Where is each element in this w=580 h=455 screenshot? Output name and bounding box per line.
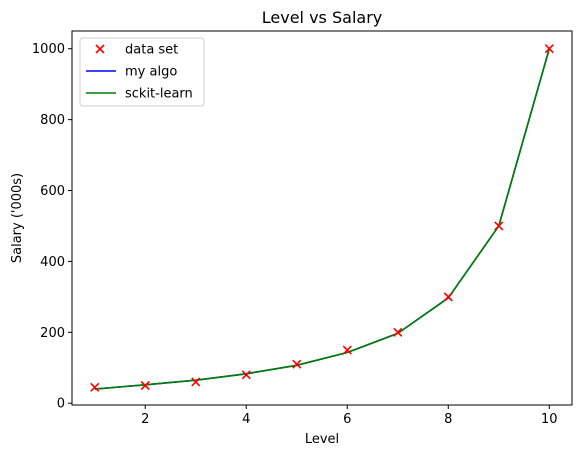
y-axis-label: Salary ('000s) — [10, 173, 25, 263]
x-tick-label: 4 — [242, 412, 250, 427]
data-point — [443, 292, 453, 302]
x-tick-label: 2 — [141, 412, 149, 427]
data-point — [140, 380, 150, 391]
x-tick-label: 10 — [541, 412, 558, 427]
y-tick-label: 0 — [57, 397, 65, 412]
y-tick-label: 600 — [40, 184, 65, 199]
y-tick-label: 1000 — [32, 42, 65, 57]
chart-title: Level vs Salary — [262, 8, 382, 27]
plot-area — [90, 44, 554, 392]
legend-box — [79, 37, 205, 107]
series-line-sckit-learn — [94, 48, 551, 390]
legend: data set my algo sckit-learn — [79, 37, 205, 107]
legend-label-my-algo: my algo — [125, 65, 177, 80]
x-axis-ticks: 2 4 6 8 10 — [141, 405, 558, 427]
legend-label-sckit-learn: sckit-learn — [125, 87, 193, 102]
legend-marker-data-set — [95, 44, 105, 54]
legend-label-data-set: data set — [125, 43, 178, 58]
data-point — [393, 327, 403, 337]
data-point — [342, 345, 352, 355]
data-point — [544, 44, 554, 54]
y-tick-label: 200 — [40, 326, 65, 341]
data-point — [494, 221, 504, 231]
plot-frame — [71, 30, 573, 406]
data-point — [191, 377, 201, 387]
data-point — [292, 359, 302, 369]
data-point — [90, 382, 100, 392]
x-axis-label: Level — [305, 432, 339, 447]
x-tick-label: 6 — [343, 412, 351, 427]
x-tick-label: 8 — [444, 412, 452, 427]
y-axis-ticks: 0 200 400 600 800 1000 — [32, 42, 72, 412]
y-tick-label: 800 — [40, 113, 65, 128]
y-tick-label: 400 — [40, 255, 65, 270]
data-point — [241, 370, 251, 380]
